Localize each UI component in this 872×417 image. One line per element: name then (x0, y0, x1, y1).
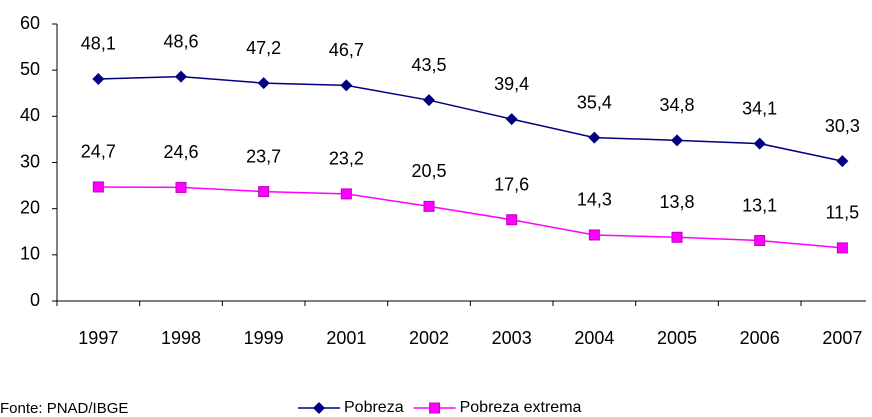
point-marker (92, 181, 104, 193)
data-label: 13,8 (660, 192, 695, 212)
data-label: 48,1 (81, 34, 116, 54)
data-label: 20,5 (411, 161, 446, 181)
data-label: 47,2 (246, 38, 281, 58)
data-label: 39,4 (494, 74, 529, 94)
x-tick-label: 2002 (409, 328, 449, 348)
data-label: 46,7 (329, 40, 364, 60)
point-marker (340, 188, 352, 200)
data-label: 34,8 (660, 95, 695, 115)
x-tick-label: 1999 (244, 328, 284, 348)
point-marker (836, 242, 848, 254)
x-tick-label: 2004 (574, 328, 614, 348)
point-marker (175, 181, 187, 193)
point-marker (505, 113, 518, 126)
x-tick-label: 2005 (657, 328, 697, 348)
y-tick-label: 10 (20, 244, 40, 264)
data-label: 23,7 (246, 146, 281, 166)
data-label: 35,4 (577, 92, 612, 112)
x-tick-label: 2007 (822, 328, 862, 348)
x-tick-label: 2001 (326, 328, 366, 348)
legend-label: Pobreza (344, 399, 404, 416)
series-line (98, 75, 843, 162)
y-tick-label: 50 (20, 59, 40, 79)
data-label: 14,3 (577, 190, 612, 210)
y-tick-label: 40 (20, 105, 40, 125)
point-marker (671, 134, 684, 147)
point-marker (340, 79, 353, 92)
data-label: 17,6 (494, 174, 529, 194)
point-marker (836, 155, 849, 168)
point-marker (506, 214, 518, 226)
x-tick-label: 1997 (78, 328, 118, 348)
legend-label: Pobreza extrema (460, 399, 582, 416)
data-label: 11,5 (826, 203, 860, 223)
data-label: 24,7 (81, 142, 116, 162)
point-marker (588, 131, 601, 144)
y-tick-label: 20 (20, 197, 40, 217)
point-marker (423, 94, 436, 107)
x-tick-label: 1998 (161, 328, 201, 348)
point-marker (671, 231, 683, 243)
point-marker (754, 235, 766, 247)
y-tick-label: 30 (20, 151, 40, 171)
point-marker (92, 72, 105, 85)
data-label: 43,5 (411, 55, 446, 75)
x-tick-label: 2006 (740, 328, 780, 348)
data-label: 13,1 (742, 195, 777, 215)
point-marker (257, 77, 270, 90)
data-label: 30,3 (825, 116, 860, 136)
point-marker (753, 137, 766, 150)
legend-marker (429, 402, 441, 414)
point-marker (588, 229, 600, 241)
series-line (98, 186, 843, 249)
data-label: 24,6 (163, 142, 198, 162)
point-marker (423, 200, 435, 212)
data-label: 23,2 (329, 149, 364, 169)
source-note: Fonte: PNAD/IBGE (0, 400, 128, 417)
x-tick-label: 2003 (492, 328, 532, 348)
data-label: 34,1 (742, 98, 777, 118)
y-tick-label: 0 (30, 290, 40, 310)
legend-marker (313, 402, 325, 414)
data-label: 48,6 (163, 31, 198, 51)
point-marker (258, 186, 270, 198)
y-tick-label: 60 (20, 13, 40, 33)
point-marker (175, 70, 188, 83)
